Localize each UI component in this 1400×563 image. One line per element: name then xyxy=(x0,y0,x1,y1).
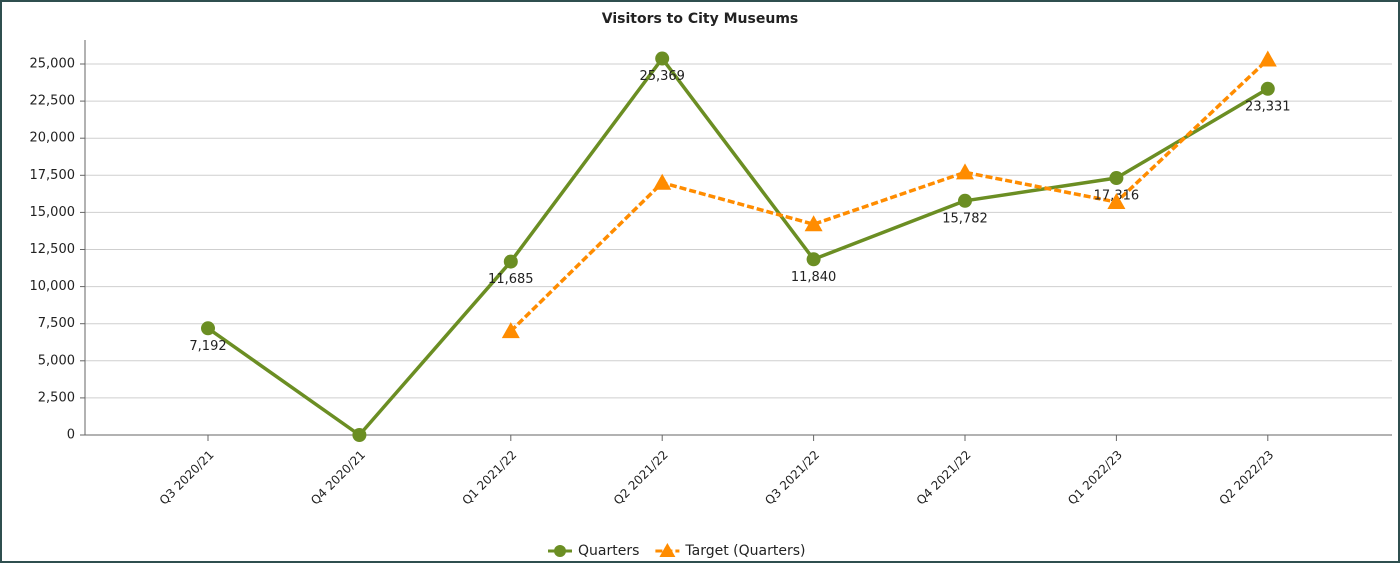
data-label: 7,192 xyxy=(189,339,226,354)
y-tick-label: 25,000 xyxy=(30,57,76,72)
series-marker xyxy=(958,193,972,208)
series-marker xyxy=(1258,50,1277,67)
series-line xyxy=(206,56,1269,437)
chart-title: Visitors to City Museums xyxy=(602,11,799,27)
series-marker xyxy=(352,428,367,442)
y-tick-label: 20,000 xyxy=(30,131,76,146)
x-tick-label: Q4 2021/22 xyxy=(914,448,974,508)
data-label: 25,369 xyxy=(639,69,685,84)
series-marker xyxy=(655,51,670,66)
series-marker xyxy=(503,254,518,269)
y-tick-label: 22,500 xyxy=(30,94,76,109)
y-tick-label: 5,000 xyxy=(38,353,75,368)
legend-label: Target (Quarters) xyxy=(684,543,805,559)
x-tick-label: Q3 2021/22 xyxy=(762,448,822,508)
x-tick-label: Q1 2022/23 xyxy=(1065,448,1125,508)
series-marker xyxy=(201,321,215,336)
series-marker xyxy=(1109,171,1124,186)
data-label: 11,685 xyxy=(488,272,534,287)
series-marker xyxy=(501,322,520,339)
y-tick-label: 7,500 xyxy=(38,316,75,331)
legend-label: Quarters xyxy=(578,543,639,559)
y-tick-label: 0 xyxy=(67,428,75,443)
y-tick-label: 12,500 xyxy=(30,242,76,257)
series-marker xyxy=(804,215,823,232)
data-label: 23,331 xyxy=(1245,99,1291,114)
series-marker xyxy=(1107,193,1126,210)
x-tick-label: Q1 2021/22 xyxy=(459,448,519,508)
data-label: 15,782 xyxy=(942,211,988,226)
legend-marker xyxy=(554,545,566,557)
legend-marker xyxy=(659,543,676,557)
y-tick-label: 15,000 xyxy=(30,205,76,220)
series-marker xyxy=(1260,81,1275,96)
x-tick-label: Q2 2022/23 xyxy=(1216,448,1276,508)
x-tick-label: Q3 2020/21 xyxy=(157,448,217,508)
y-tick-label: 17,500 xyxy=(30,168,76,183)
series-marker xyxy=(653,173,672,190)
y-tick-label: 10,000 xyxy=(30,279,76,294)
series-marker xyxy=(806,252,821,267)
series-line xyxy=(509,58,1269,333)
series-marker xyxy=(956,163,974,180)
data-label: 11,840 xyxy=(791,270,837,285)
x-tick-label: Q4 2020/21 xyxy=(308,448,368,508)
x-tick-label: Q2 2021/22 xyxy=(611,448,671,508)
y-tick-label: 2,500 xyxy=(38,390,75,405)
